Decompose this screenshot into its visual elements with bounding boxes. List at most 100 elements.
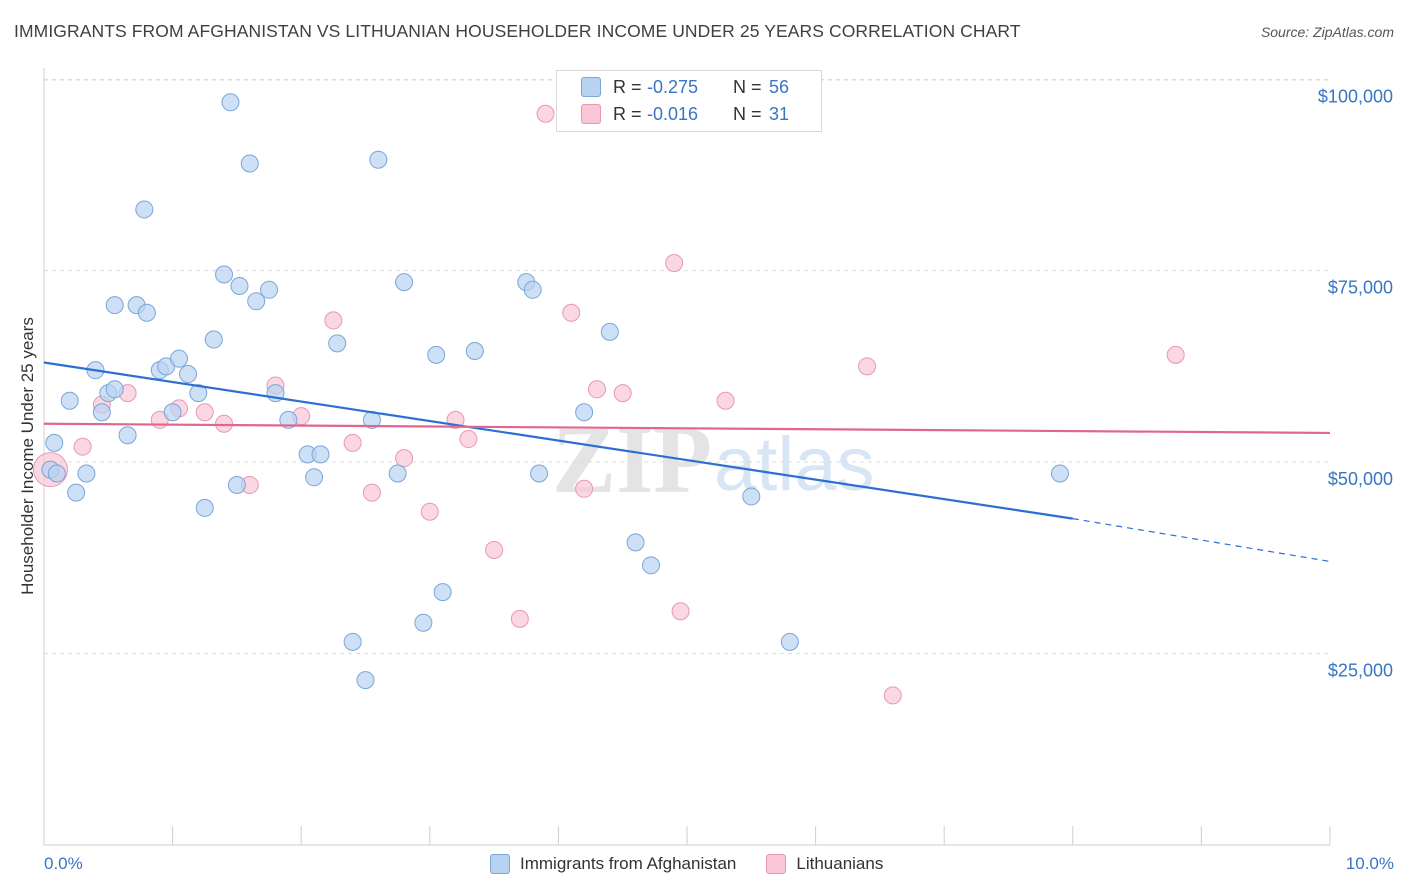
y-tick-label: $100,000 [1318,86,1393,106]
point-afghanistan [260,280,279,299]
point-afghanistan [343,632,362,651]
point-afghanistan [135,200,154,219]
point-lithuanians [883,686,902,705]
point-afghanistan [118,426,137,445]
watermark-atlas: atlas [714,422,875,507]
point-afghanistan [465,342,484,361]
point-afghanistan [414,613,433,632]
legend-item-afghanistan: Immigrants from Afghanistan [490,854,736,874]
stats-box: R = -0.275 N = 56 R = -0.016 N = 31 [556,70,822,132]
point-lithuanians [73,437,92,456]
legend-label-afghanistan: Immigrants from Afghanistan [520,854,737,873]
y-tick-label: $50,000 [1328,469,1393,489]
point-afghanistan [626,533,645,552]
point-afghanistan [575,403,594,422]
point-afghanistan [92,403,111,422]
series-afghanistan-points [41,93,1069,690]
stats-swatch-blue [581,77,601,97]
stats-n-value: 31 [769,103,790,124]
point-afghanistan [60,391,79,410]
point-lithuanians [362,483,381,502]
point-afghanistan [77,464,96,483]
point-afghanistan [189,384,208,403]
y-axis-label: Householder Income Under 25 years [18,317,37,595]
point-lithuanians [665,254,684,273]
stats-r-value: -0.016 [647,103,699,124]
watermark: ZIP atlas [552,406,875,513]
point-afghanistan [388,464,407,483]
x-tick-label-max: 10.0% [1346,854,1394,873]
point-lithuanians [195,403,214,422]
point-afghanistan [395,273,414,292]
point-afghanistan [170,349,189,368]
point-afghanistan [221,93,240,112]
point-lithuanians [395,449,414,468]
legend-item-lithuanians: Lithuanians [766,854,883,874]
legend: Immigrants from Afghanistan Lithuanians [490,852,913,876]
point-lithuanians [575,479,594,498]
point-lithuanians [510,609,529,628]
y-tick-label: $25,000 [1328,660,1393,680]
point-lithuanians [215,414,234,433]
point-afghanistan [600,322,619,341]
point-afghanistan [179,364,198,383]
point-lithuanians [536,104,555,123]
point-lithuanians [420,502,439,521]
trend-line-lithuanians [43,422,1331,435]
stats-n-label: N = [733,76,762,97]
point-afghanistan [227,475,246,494]
point-lithuanians [587,380,606,399]
y-tick-label: $75,000 [1328,278,1393,298]
point-lithuanians [485,541,504,560]
stats-r-label: R = [613,76,642,97]
point-lithuanians [716,391,735,410]
stats-r-label: R = [613,103,642,124]
x-tick-label-min: 0.0% [44,854,83,873]
point-afghanistan [67,483,86,502]
x-ticks [43,826,1331,845]
point-afghanistan [47,464,66,483]
series-lithuanians-points [32,104,1185,705]
point-afghanistan [433,583,452,602]
point-afghanistan [195,498,214,517]
point-lithuanians [613,384,632,403]
trend-line-afghanistan-extension [1072,518,1331,563]
source-note: Source: ZipAtlas.com [1260,24,1394,40]
legend-swatch-blue [490,854,510,874]
point-afghanistan [163,403,182,422]
point-afghanistan [311,445,330,464]
point-afghanistan [105,296,124,315]
stats-swatch-pink [581,104,601,124]
point-afghanistan [279,410,298,429]
stats-r-value: -0.275 [647,76,699,97]
point-afghanistan [742,487,761,506]
trend-lines [43,361,1331,563]
point-afghanistan [427,345,446,364]
point-afghanistan [137,303,156,322]
point-lithuanians [459,430,478,449]
point-afghanistan [230,276,249,295]
point-lithuanians [343,433,362,452]
point-lithuanians [858,357,877,376]
legend-swatch-pink [766,854,787,874]
point-afghanistan [105,380,124,399]
point-afghanistan [356,671,375,690]
point-afghanistan [204,330,223,349]
point-afghanistan [240,154,259,173]
point-lithuanians [562,303,581,322]
point-afghanistan [530,464,549,483]
legend-label-lithuanians: Lithuanians [796,854,884,873]
y-tick-labels: $25,000 $50,000 $75,000 $100,000 [1318,86,1393,680]
gridlines [44,78,1330,654]
point-lithuanians [1166,345,1185,364]
trend-line-afghanistan [43,361,1073,520]
point-afghanistan [328,334,347,353]
point-afghanistan [247,292,266,311]
stats-n-label: N = [733,103,762,124]
point-afghanistan [641,556,660,575]
chart-title: IMMIGRANTS FROM AFGHANISTAN VS LITHUANIA… [14,21,1021,41]
point-afghanistan [215,265,234,284]
stats-n-value: 56 [769,76,790,97]
point-afghanistan [305,468,324,487]
